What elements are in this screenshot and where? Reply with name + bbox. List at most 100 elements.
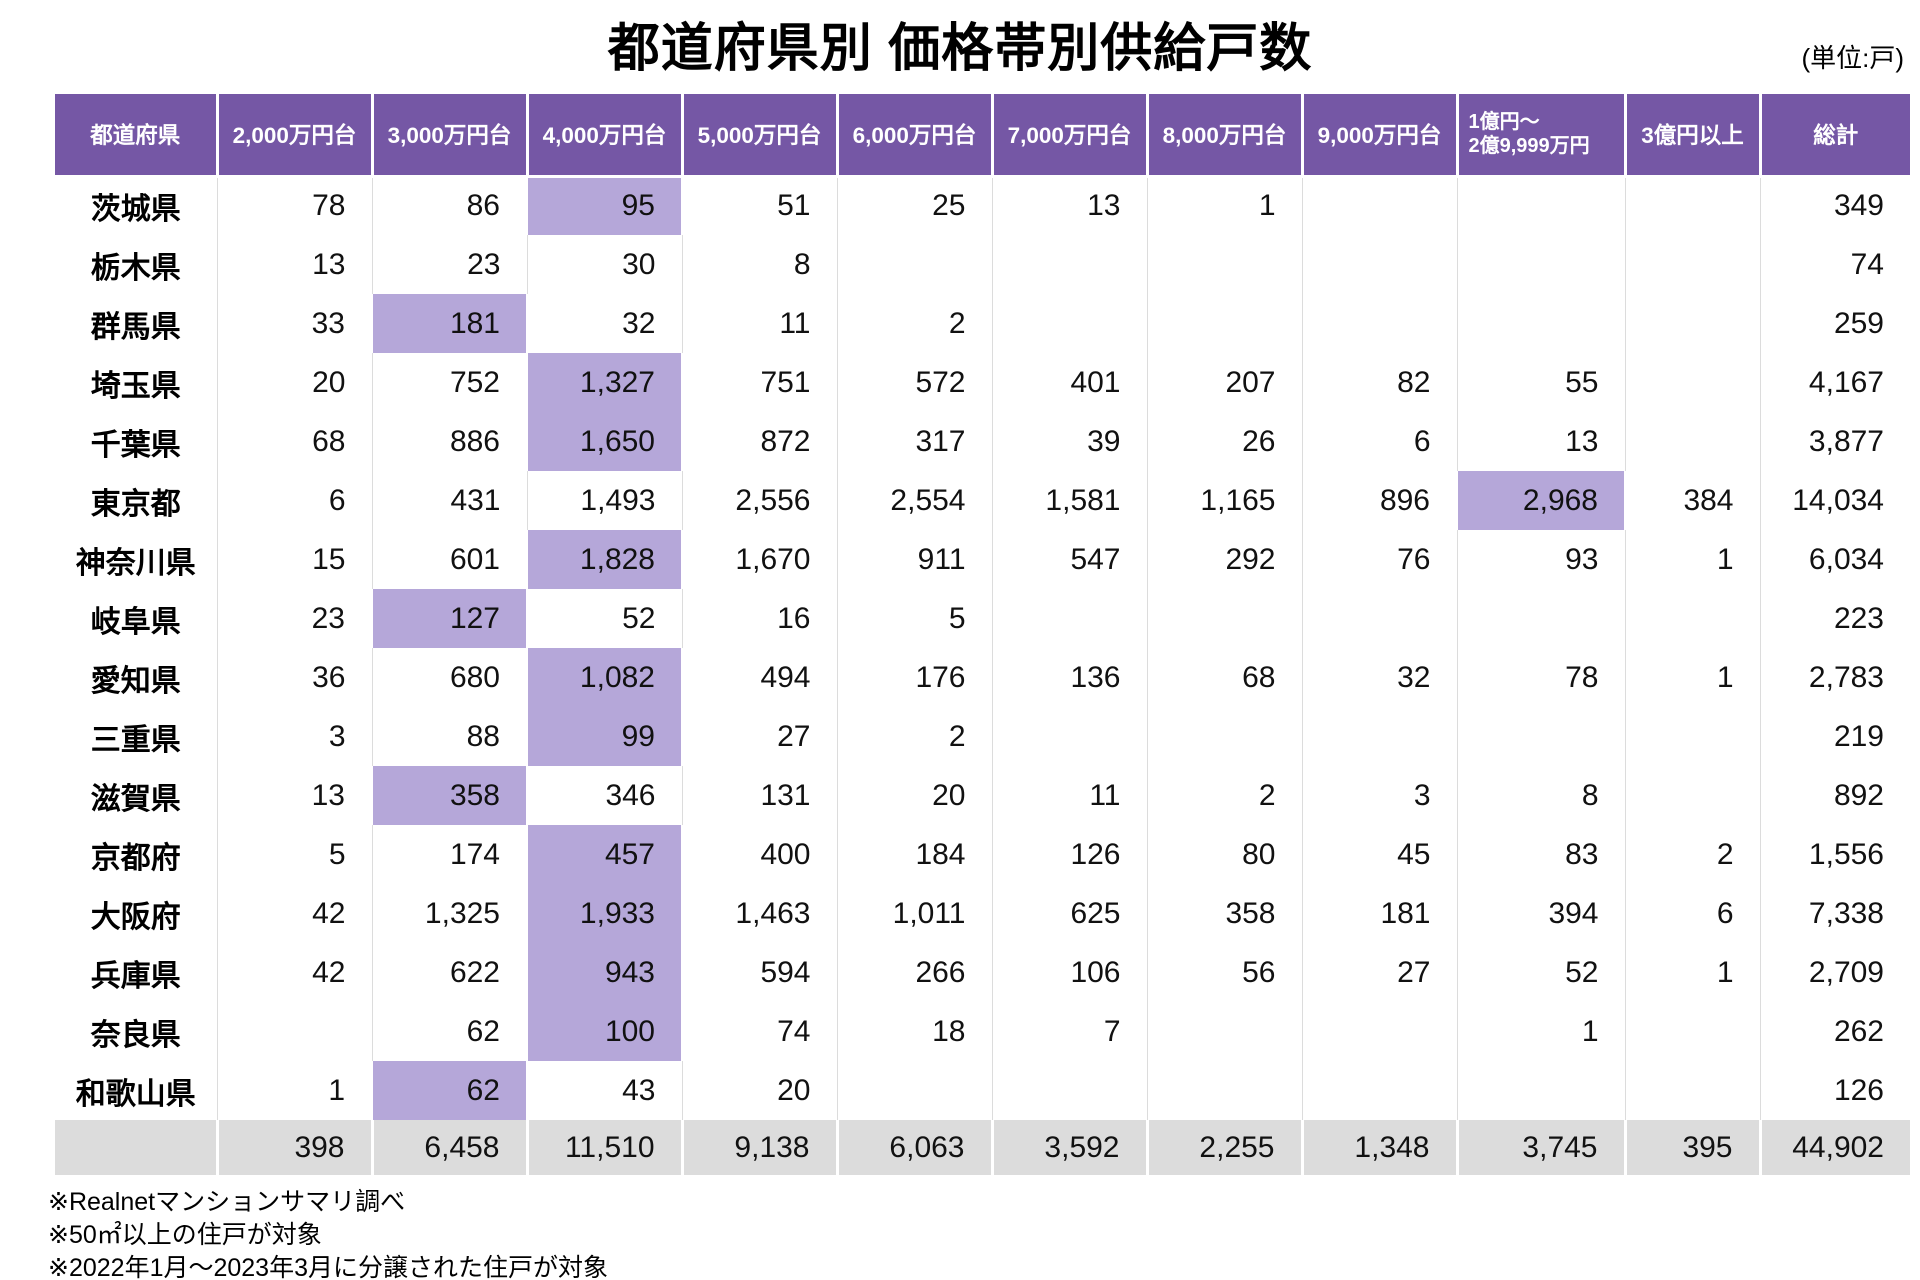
prefecture-cell: 和歌山県	[55, 1061, 218, 1120]
value-cell: 2,968	[1456, 471, 1626, 530]
value-cell	[1457, 589, 1626, 648]
value-cell	[1302, 1061, 1458, 1120]
value-cell: 622	[372, 943, 528, 1002]
value-cell: 56	[1147, 943, 1303, 1002]
value-cell: 384	[1625, 471, 1761, 530]
value-cell: 266	[837, 943, 993, 1002]
value-cell: 78	[1457, 648, 1626, 707]
value-cell: 11	[992, 766, 1148, 825]
value-cell: 896	[1302, 471, 1458, 530]
value-cell: 13	[1457, 412, 1626, 471]
column-total-cell: 3,745	[1457, 1120, 1627, 1175]
prefecture-cell: 茨城県	[55, 176, 218, 235]
value-cell: 23	[372, 235, 528, 294]
value-cell	[992, 235, 1148, 294]
value-cell: 51	[682, 176, 838, 235]
total-row: 398 6,458 11,510 9,138 6,063 3,592 2,255 1,348 3…	[55, 1120, 1910, 1175]
total-row-label-cell	[55, 1120, 219, 1175]
value-cell: 431	[372, 471, 528, 530]
row-total-cell: 2,709	[1760, 943, 1910, 1002]
header-row: 都道府県 2,000万円台 3,000万円台 4,000万円台 5,000万円台 6,00…	[55, 94, 1910, 178]
prefecture-cell: 岐阜県	[55, 589, 218, 648]
value-cell: 358	[1147, 884, 1303, 943]
table-row: 栃木県 13 23 30 8 74	[55, 235, 1910, 294]
row-total-cell: 6,034	[1760, 530, 1910, 589]
column-total-cell: 44,902	[1760, 1120, 1910, 1175]
table-row: 京都府 5 174 457 400 184 126 80 45 83 2 1,556	[55, 825, 1910, 884]
table-row: 兵庫県 42 622 943 594 266 106 56 27 52 1 2,709	[55, 943, 1910, 1002]
value-cell: 18	[837, 1002, 993, 1061]
value-cell	[1457, 235, 1626, 294]
footnote-area: ※50㎡以上の住戸が対象	[48, 1221, 322, 1249]
value-cell: 1,327	[526, 353, 683, 412]
value-cell: 751	[682, 353, 838, 412]
row-total-cell: 262	[1760, 1002, 1910, 1061]
value-cell: 1,933	[526, 884, 683, 943]
row-total-cell: 3,877	[1760, 412, 1910, 471]
prefecture-cell: 滋賀県	[55, 766, 218, 825]
footnote-period: ※2022年1月～2023年3月に分譲された住戸が対象	[48, 1254, 608, 1280]
value-cell: 62	[372, 1002, 528, 1061]
table-row: 滋賀県 13 358 346 131 20 11 2 3 8 892	[55, 766, 1910, 825]
value-cell: 23	[217, 589, 373, 648]
value-cell: 78	[217, 176, 373, 235]
value-cell: 1,463	[682, 884, 838, 943]
value-cell: 1,650	[526, 412, 683, 471]
value-cell: 13	[217, 766, 373, 825]
column-total-cell: 6,063	[837, 1120, 994, 1175]
row-total-cell: 892	[1760, 766, 1910, 825]
row-total-cell: 74	[1760, 235, 1910, 294]
value-cell: 93	[1457, 530, 1626, 589]
value-cell: 2	[1625, 825, 1761, 884]
value-cell: 181	[371, 294, 528, 353]
supply-table: 都道府県 2,000万円台 3,000万円台 4,000万円台 5,000万円台 6,00…	[55, 94, 1910, 1175]
value-cell: 126	[992, 825, 1148, 884]
value-cell	[1302, 1002, 1458, 1061]
column-total-cell: 395	[1625, 1120, 1762, 1175]
value-cell	[1147, 707, 1303, 766]
unit-note: (単位:戸)	[1801, 43, 1904, 73]
value-cell: 1	[1625, 648, 1761, 707]
table-row: 群馬県 33 181 32 11 2 259	[55, 294, 1910, 353]
page-title: 都道府県別 価格帯別供給戸数	[607, 20, 1313, 78]
value-cell: 11	[682, 294, 838, 353]
value-cell: 1	[1457, 1002, 1626, 1061]
value-cell: 88	[372, 707, 528, 766]
value-cell: 176	[837, 648, 993, 707]
value-cell	[1147, 1061, 1303, 1120]
col-header: 総計	[1760, 94, 1910, 178]
col-header: 7,000万円台	[992, 94, 1149, 178]
value-cell	[1302, 707, 1458, 766]
value-cell: 1	[1625, 943, 1761, 1002]
value-cell: 42	[217, 884, 373, 943]
row-total-cell: 259	[1760, 294, 1910, 353]
value-cell: 5	[217, 825, 373, 884]
value-cell	[1147, 294, 1303, 353]
prefecture-cell: 兵庫県	[55, 943, 218, 1002]
value-cell: 1,670	[682, 530, 838, 589]
footnote-source: ※Realnetマンションサマリ調べ	[48, 1188, 406, 1216]
value-cell: 100	[526, 1002, 683, 1061]
value-cell: 6	[1625, 884, 1761, 943]
table-row: 愛知県 36 680 1,082 494 176 136 68 32 78 1 2,783	[55, 648, 1910, 707]
value-cell: 625	[992, 884, 1148, 943]
table-row: 岐阜県 23 127 52 16 5 223	[55, 589, 1910, 648]
value-cell: 52	[527, 589, 683, 648]
value-cell: 872	[682, 412, 838, 471]
value-cell: 27	[1302, 943, 1458, 1002]
value-cell	[837, 235, 993, 294]
value-cell: 68	[1147, 648, 1303, 707]
value-cell: 36	[217, 648, 373, 707]
value-cell	[1625, 707, 1761, 766]
value-cell: 39	[992, 412, 1148, 471]
row-total-cell: 7,338	[1760, 884, 1910, 943]
value-cell: 7	[992, 1002, 1148, 1061]
value-cell	[1147, 235, 1303, 294]
value-cell: 5	[837, 589, 993, 648]
prefecture-cell: 群馬県	[55, 294, 218, 353]
value-cell: 95	[526, 176, 683, 235]
value-cell	[1302, 589, 1458, 648]
table-row: 茨城県 78 86 95 51 25 13 1 349	[55, 176, 1910, 235]
value-cell	[837, 1061, 993, 1120]
